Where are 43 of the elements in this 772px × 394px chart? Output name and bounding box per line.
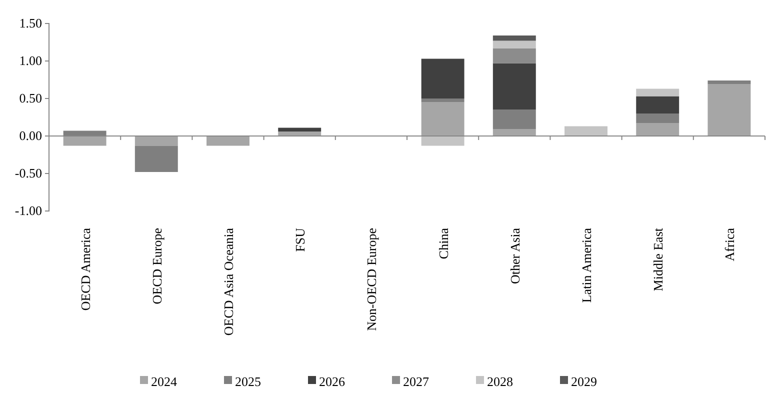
y-tick-label: 1.50 (19, 16, 42, 31)
bar (636, 96, 680, 114)
bar (206, 136, 250, 146)
bar (492, 36, 536, 41)
x-tick-label: Latin America (579, 228, 594, 303)
bar (492, 40, 536, 48)
bar (134, 136, 178, 146)
bar (636, 88, 680, 96)
bar (421, 98, 464, 102)
x-tick-label: FSU (292, 227, 308, 252)
legend-label: 2028 (487, 374, 513, 389)
x-tick-label: Non-OECD Europe (364, 228, 380, 331)
x-tick-label: OECD America (78, 228, 93, 311)
bar (492, 63, 536, 110)
y-tick-label: 1.00 (19, 53, 42, 68)
bar (134, 146, 178, 172)
bar (278, 128, 322, 132)
legend-label: 2026 (319, 374, 346, 389)
bar (492, 48, 536, 64)
bar (492, 110, 536, 130)
legend-label: 2024 (151, 374, 178, 389)
bar (421, 136, 464, 146)
bar (421, 102, 464, 136)
y-tick-label: -0.50 (14, 166, 42, 181)
y-tick-label: 0.00 (19, 128, 42, 144)
bar (708, 80, 751, 84)
y-tick-label: 0.50 (19, 90, 42, 106)
x-tick-label: Africa (722, 228, 738, 262)
bar (636, 114, 680, 124)
y-tick-label: -1.00 (14, 203, 42, 218)
x-tick-label: OECD Europe (149, 228, 164, 304)
bar (564, 126, 608, 136)
bar (636, 123, 680, 136)
x-tick-label: China (436, 228, 451, 260)
legend-label: 2027 (403, 374, 430, 389)
x-tick-label: Other Asia (507, 228, 522, 284)
bar (63, 136, 106, 146)
x-tick-label: OECD Asia Oceania (221, 228, 236, 336)
legend-label: 2029 (571, 374, 597, 389)
bar (708, 84, 751, 136)
legend-label: 2025 (235, 374, 261, 389)
bar (421, 58, 464, 98)
x-tick-label: Middle East (650, 228, 666, 292)
